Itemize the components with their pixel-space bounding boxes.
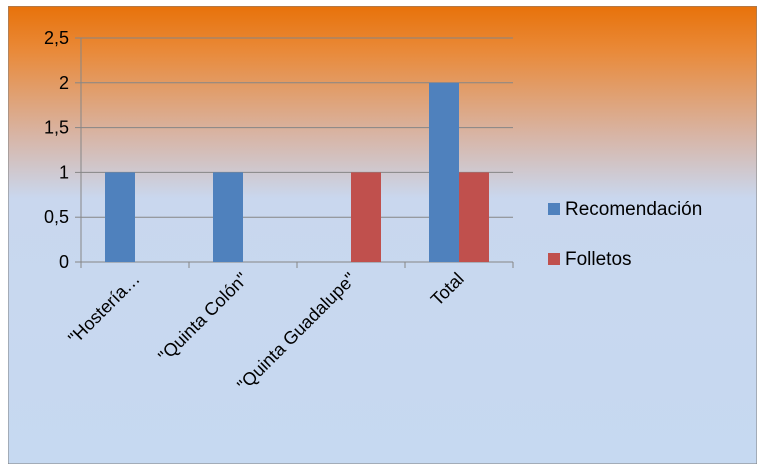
y-tick-label: 1,5 [44, 118, 69, 138]
bar-recomendacion [105, 172, 135, 262]
legend-label: Recomendación [565, 199, 702, 220]
chart-frame: 0 0,5 1 1,5 2 2,5 "Hostería… "Quinta Colón" "Qui… [8, 6, 757, 464]
bar-chart: 00,511,522,5"Hostería… "Quinta Colón""Qui… [8, 6, 757, 464]
y-tick-label: 1 [59, 162, 69, 182]
y-tick-label: 2 [59, 73, 69, 93]
y-tick-label: 2,5 [44, 28, 69, 48]
bar-recomendacion [429, 82, 459, 262]
legend-label: Folletos [565, 249, 632, 270]
bar-folletos [459, 172, 489, 262]
legend: Recomendación Folletos [548, 199, 702, 270]
bars [105, 82, 489, 262]
y-tick-label: 0,5 [44, 207, 69, 227]
bar-recomendacion [213, 172, 243, 262]
legend-swatch [548, 203, 560, 215]
bar-folletos [351, 172, 381, 262]
y-tick-label: 0 [59, 252, 69, 272]
legend-swatch [548, 253, 560, 265]
